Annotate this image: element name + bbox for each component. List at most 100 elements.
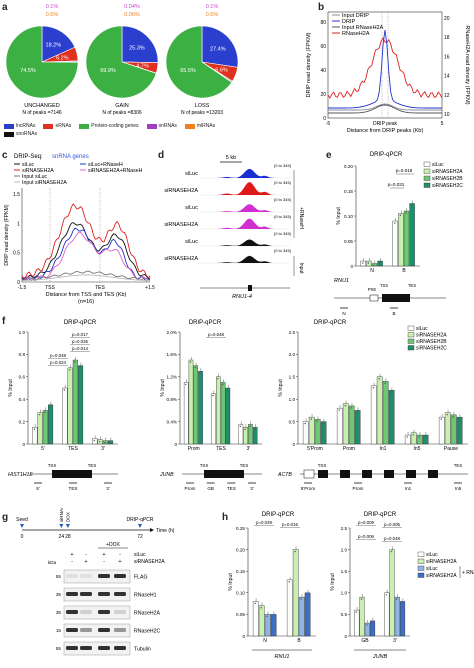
xtick: 3' [101, 446, 105, 452]
legend-swatch [79, 124, 90, 130]
data-point [239, 425, 242, 428]
y-axis-label-left: DRIP read density (FPKM) [306, 32, 312, 97]
pie-label: 18.2% [46, 42, 62, 48]
legend-label: siRNASEH2C [416, 346, 447, 352]
x-axis-label: Distance from DRIP peaks (Kb) [347, 128, 424, 134]
ytick: 0.20 [344, 164, 353, 169]
series-input-siluc [21, 270, 151, 281]
data-point [344, 404, 346, 407]
ytick: 0 [22, 442, 25, 447]
ytick: 2.0 [341, 547, 348, 552]
panel-h-chart2-bar [359, 596, 365, 637]
data-point [221, 383, 224, 386]
timeline-marker [20, 524, 24, 528]
timeline-marker [59, 524, 64, 528]
legend-label: miRNAs [196, 123, 216, 129]
panel-f-chart3-bar [422, 434, 429, 445]
data-point [452, 416, 454, 418]
panel-f-chart1-bar [48, 404, 54, 445]
blot-kda: 55 [56, 574, 62, 579]
timeline-unit: Time (h) [156, 528, 175, 534]
ytick: 1.5 [289, 375, 296, 380]
track-name: siRNASEH2A [164, 222, 198, 228]
legend-swatch [423, 168, 431, 174]
scale-label: 5 kb [226, 155, 236, 161]
pie-slice-lncrnas [41, 25, 76, 63]
blot-band [80, 628, 92, 632]
data-point [217, 378, 219, 380]
gene-name: RNU1 [275, 654, 290, 660]
track-signal [200, 239, 290, 246]
gene-label: Prom [353, 486, 364, 491]
panel-label-b: b [318, 2, 325, 13]
blot-band [80, 574, 92, 578]
panel-h-chart1-bar [304, 592, 311, 637]
xtick: N [263, 638, 267, 644]
p-value: p=0.048 [50, 353, 67, 358]
ytick: 1.0 [19, 330, 26, 335]
panel-f-chart3-bar [416, 434, 423, 445]
data-point [104, 441, 106, 444]
pie-label: 0.5% [46, 12, 59, 18]
y-axis-label: DRIP read density (FPKM) [4, 204, 10, 266]
condition-mark: - [71, 559, 73, 565]
ytick: 1.6% [167, 352, 177, 357]
p-value: p=0.048 [208, 332, 225, 337]
data-point [356, 411, 358, 414]
legend-swatch [184, 124, 195, 130]
legend-swatch [4, 124, 14, 130]
data-point [399, 214, 402, 217]
gene-name: JUNB [372, 654, 388, 660]
panel-h-chart1-bar [252, 601, 259, 637]
track-name: siLuc [185, 171, 198, 177]
track-signal [200, 182, 290, 195]
blot-frame [63, 587, 131, 602]
p-value: p=0.006 [358, 534, 375, 539]
ytick: 1.5 [13, 192, 20, 198]
legend-swatch [4, 131, 14, 137]
p-value: p=0.029 [256, 520, 273, 525]
panel-c-chart: DRIP-Seq: snRNA genessiLucsiRNASEH2AInput… [4, 154, 155, 305]
panel-e-bar [403, 210, 410, 267]
panel-f-chart3-bar [404, 434, 411, 445]
blot-band [80, 610, 92, 614]
data-point [33, 428, 36, 430]
data-point [372, 387, 374, 389]
gene-label: 5'Prom [301, 486, 316, 491]
panel-f-chart2-bar [252, 426, 258, 445]
xtick: Prom [188, 446, 200, 452]
panel-h-chart2-bar [370, 620, 376, 637]
ytick: 0 [292, 442, 295, 447]
data-point [74, 361, 76, 363]
ytick: 0.25 [236, 526, 245, 531]
y-axis-label: % Input [336, 207, 342, 225]
pie-label: 0.06% [124, 12, 140, 18]
ytick: 2.5 [289, 330, 296, 335]
panel-f-chart1-bar [67, 367, 73, 445]
p-value: p=0.048 [384, 536, 401, 541]
panel-f-chart2-bar [183, 382, 189, 445]
gene-name: RNU1-4 [232, 294, 252, 300]
data-point [184, 383, 187, 386]
peak-label: DRIP peak [373, 121, 398, 127]
data-point [446, 413, 448, 416]
panel-f-chart3-bar [342, 403, 349, 445]
legend-label: siLuc [416, 326, 428, 332]
track-signal [200, 255, 290, 263]
dox-header: +DOX [106, 542, 120, 548]
pie-label: 0.04% [124, 4, 140, 10]
data-point [294, 550, 296, 553]
panel-f-chart3-bar [348, 405, 355, 445]
xtick: 5 [441, 121, 444, 127]
panel-h-chart1-bar [286, 579, 293, 637]
data-point [266, 615, 268, 618]
legend-item: eRNAs [43, 123, 71, 130]
data-point [367, 262, 370, 264]
ytick: 2.0 [289, 352, 296, 357]
legend-swatch [417, 558, 425, 564]
blot-band [80, 592, 92, 596]
legend-swatch [423, 182, 431, 188]
side-label: Input [298, 262, 304, 274]
data-point [189, 361, 192, 363]
panel-f-chart3-bar [450, 414, 457, 445]
